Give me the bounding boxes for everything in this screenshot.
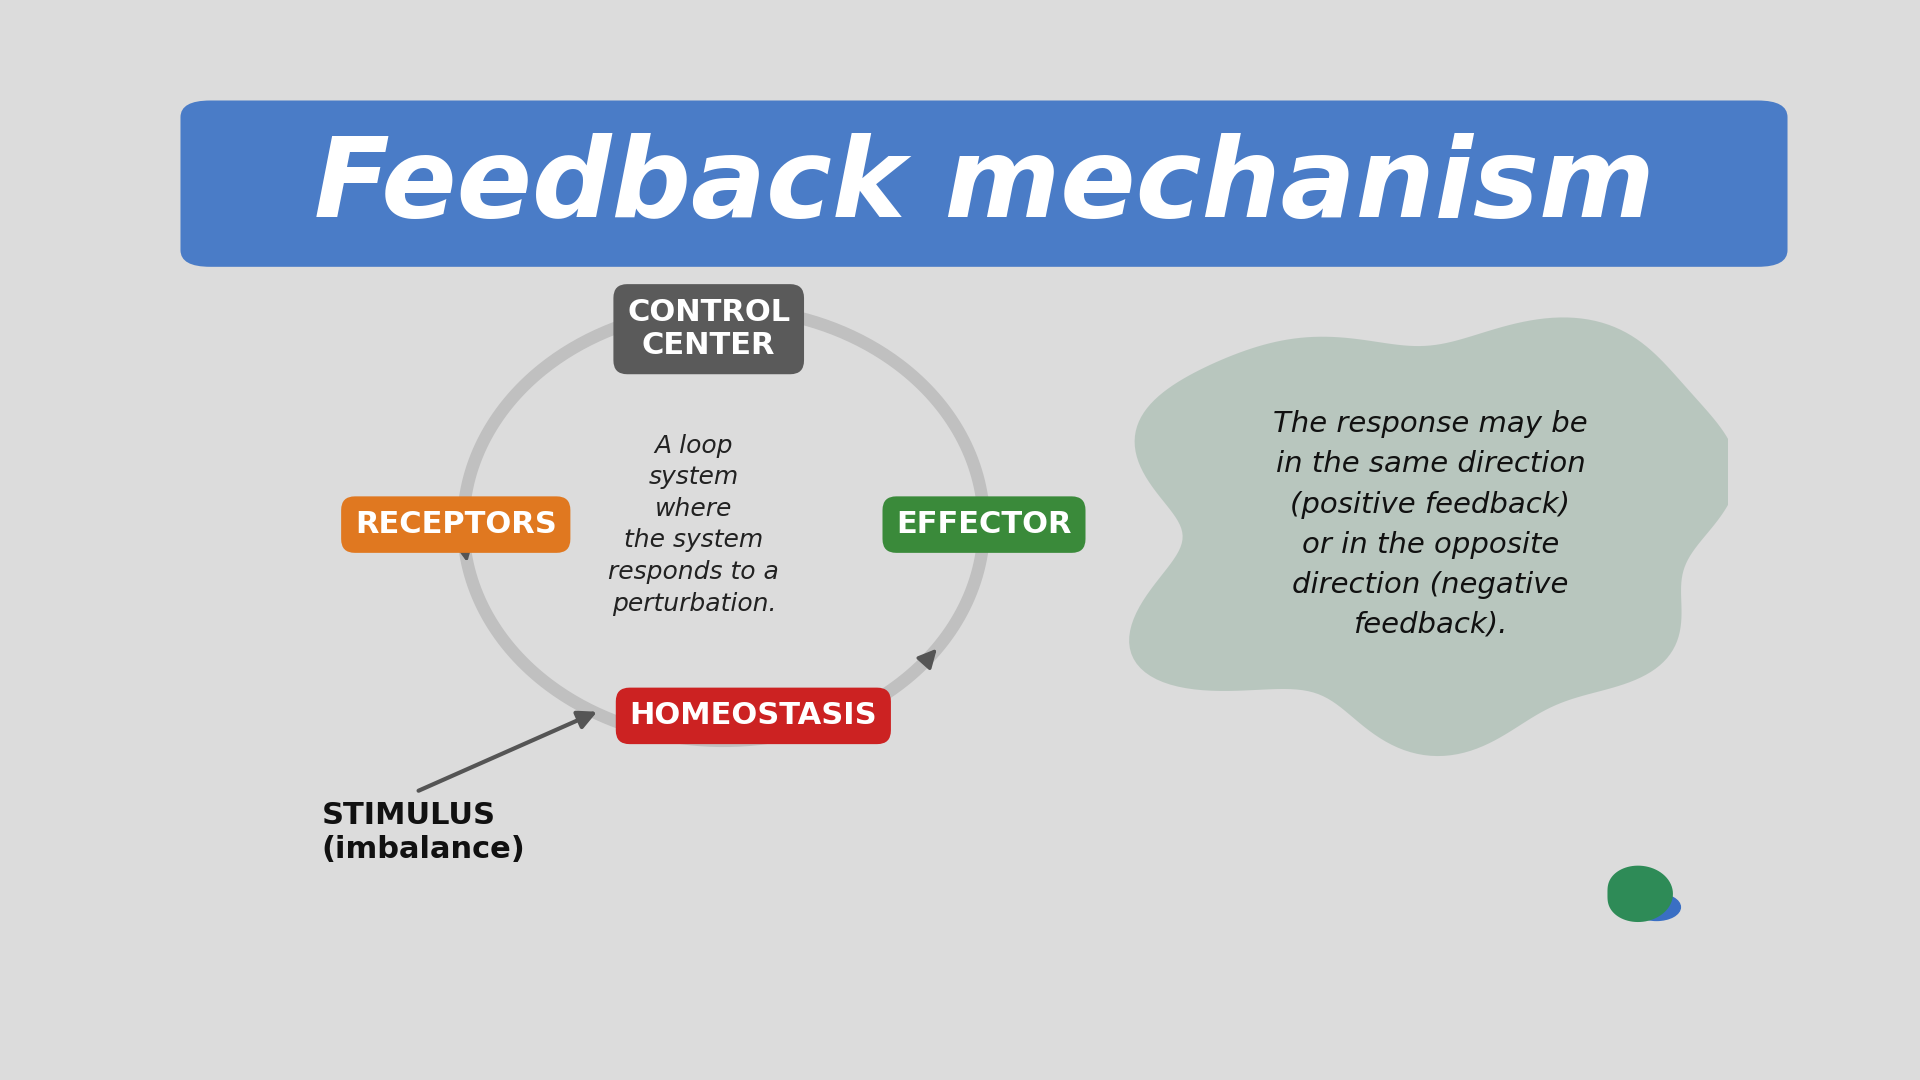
Circle shape bbox=[1632, 894, 1680, 920]
Polygon shape bbox=[1607, 866, 1672, 922]
Polygon shape bbox=[1129, 318, 1738, 756]
Text: A loop
system
where
the system
responds to a
perturbation.: A loop system where the system responds … bbox=[609, 433, 780, 616]
Text: RECEPTORS: RECEPTORS bbox=[355, 510, 557, 539]
Text: HOMEOSTASIS: HOMEOSTASIS bbox=[630, 701, 877, 730]
FancyBboxPatch shape bbox=[180, 100, 1788, 267]
Text: EFFECTOR: EFFECTOR bbox=[897, 510, 1071, 539]
Text: CONTROL
CENTER: CONTROL CENTER bbox=[628, 298, 791, 361]
Text: STIMULUS
(imbalance): STIMULUS (imbalance) bbox=[323, 801, 526, 864]
Text: The response may be
in the same direction
(positive feedback)
or in the opposite: The response may be in the same directio… bbox=[1273, 410, 1588, 639]
Text: Feedback mechanism: Feedback mechanism bbox=[313, 133, 1655, 240]
